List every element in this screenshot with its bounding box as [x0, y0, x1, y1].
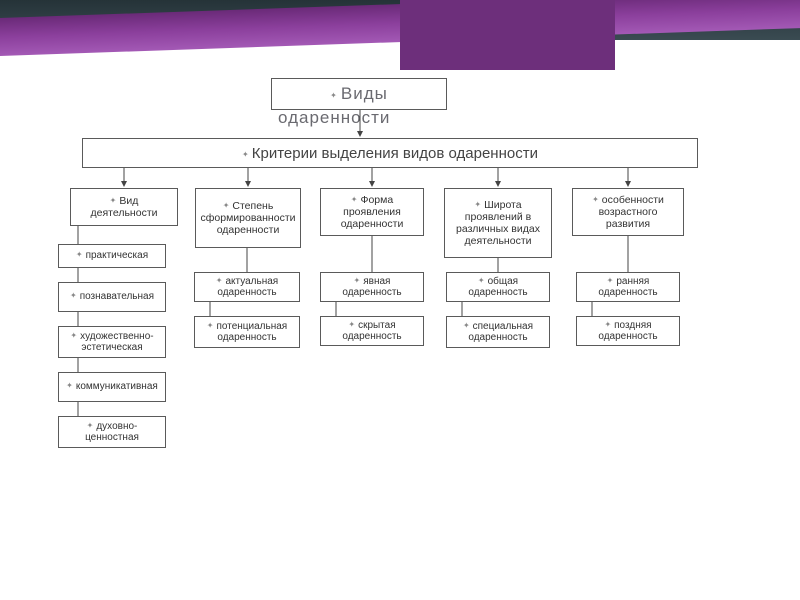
leaf: ✦духовно-ценностная: [58, 416, 166, 448]
leaf-label: актуальная одаренность: [217, 276, 278, 298]
category-label: Степень сформированности одаренности: [201, 200, 296, 236]
leaf-label: коммуникативная: [76, 381, 158, 392]
title-box: ✦Виды: [271, 78, 447, 110]
category-shirota: ✦Широта проявлений в различных видах дея…: [444, 188, 552, 258]
leaf: ✦ранняя одаренность: [576, 272, 680, 302]
slide-header-band: [0, 0, 800, 70]
leaf-label: духовно-ценностная: [85, 421, 139, 443]
leaf-label: явная одаренность: [342, 276, 401, 298]
leaf: ✦практическая: [58, 244, 166, 268]
category-vid: ✦Вид деятельности: [70, 188, 178, 226]
category-label: особенности возрастного развития: [599, 194, 664, 230]
leaf: ✦явная одаренность: [320, 272, 424, 302]
leaf: ✦поздняя одаренность: [576, 316, 680, 346]
diagram-area: ✦Виды одаренности ✦Критерии выделения ви…: [0, 72, 800, 600]
leaf-label: потенциальная одаренность: [216, 321, 287, 343]
category-forma: ✦Форма проявления одаренности: [320, 188, 424, 236]
leaf: ✦коммуникативная: [58, 372, 166, 402]
category-label: Вид деятельности: [91, 195, 158, 219]
leaf-label: специальная одаренность: [468, 321, 533, 343]
leaf-label: практическая: [86, 250, 149, 261]
leaf-label: художественно-эстетическая: [80, 331, 153, 353]
category-label: Широта проявлений в различных видах деят…: [456, 199, 540, 247]
leaf: ✦познавательная: [58, 282, 166, 312]
category-stepen: ✦Степень сформированности одаренности: [195, 188, 301, 248]
leaf: ✦потенциальная одаренность: [194, 316, 300, 348]
leaf: ✦общая одаренность: [446, 272, 550, 302]
leaf: ✦художественно-эстетическая: [58, 326, 166, 358]
title-text: Виды: [341, 84, 388, 103]
leaf-label: познавательная: [80, 291, 154, 302]
band-purple-block: [400, 0, 615, 70]
leaf: ✦специальная одаренность: [446, 316, 550, 348]
title-line2: одаренности: [278, 108, 390, 128]
criteria-text: Критерии выделения видов одаренности: [252, 145, 538, 162]
criteria-box: ✦Критерии выделения видов одаренности: [82, 138, 698, 168]
leaf: ✦скрытая одаренность: [320, 316, 424, 346]
category-osobennosti: ✦особенности возрастного развития: [572, 188, 684, 236]
leaf: ✦актуальная одаренность: [194, 272, 300, 302]
